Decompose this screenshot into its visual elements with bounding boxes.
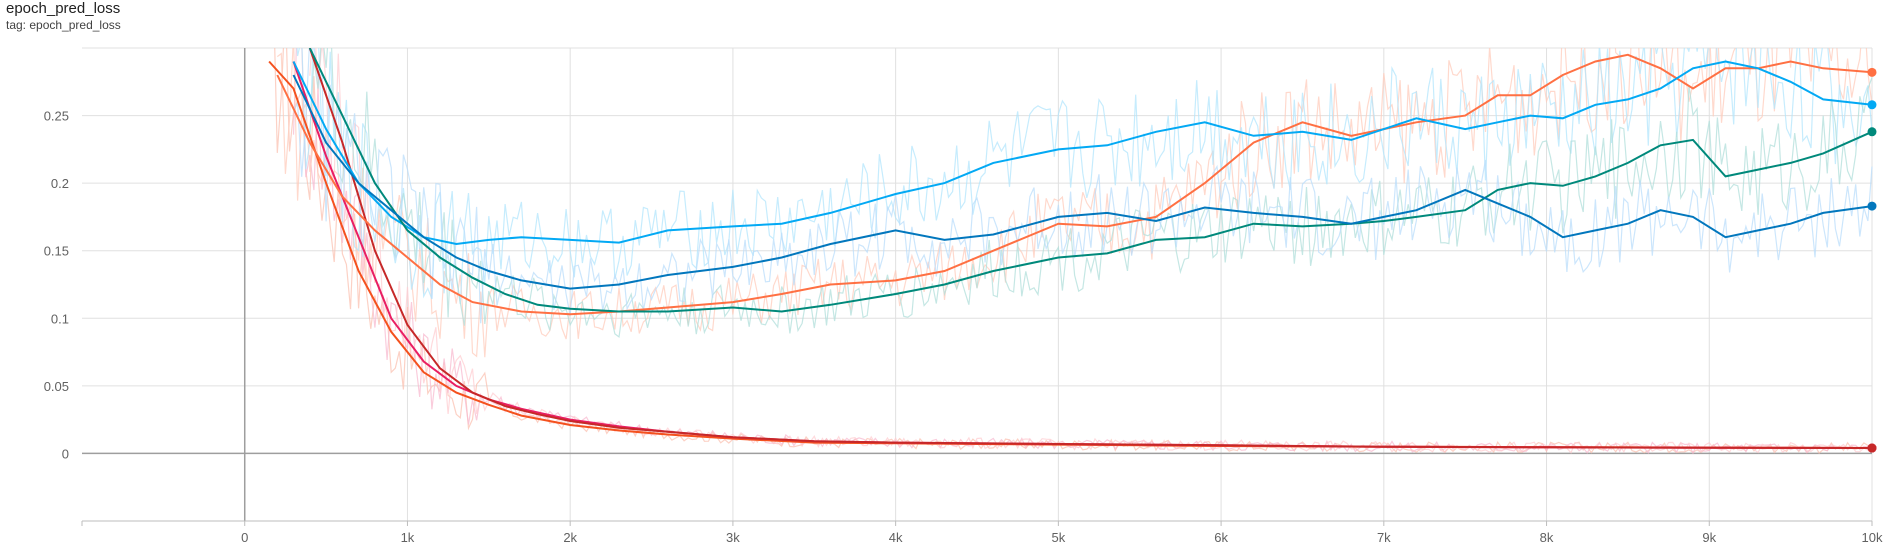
x-tick-label: 10k: [1862, 530, 1883, 545]
x-tick-label: 1k: [401, 530, 415, 545]
raw-series-line: [292, 48, 1873, 455]
x-tick-label: 9k: [1702, 530, 1716, 545]
x-tick-label: 4k: [889, 530, 903, 545]
series-line: [308, 48, 1873, 449]
series-endpoint: [1867, 67, 1877, 77]
series-line: [276, 53, 1873, 316]
series-line: [268, 60, 1873, 449]
raw-series-line: [309, 48, 1873, 454]
series-endpoint: [1867, 443, 1877, 453]
series-line: [292, 74, 1873, 290]
chart-tag: tag: epoch_pred_loss: [6, 18, 121, 32]
y-tick-label: 0.25: [44, 109, 69, 124]
raw-series-line: [276, 48, 1873, 358]
x-tick-label: 7k: [1377, 530, 1391, 545]
y-tick-label: 0.2: [51, 176, 69, 191]
y-tick-label: 0.05: [44, 379, 69, 394]
chart-title: epoch_pred_loss: [6, 0, 121, 17]
y-tick-label: 0.1: [51, 311, 69, 326]
series-line: [292, 60, 1873, 246]
x-tick-label: 8k: [1540, 530, 1554, 545]
series-line: [308, 48, 1873, 313]
series-endpoint: [1867, 127, 1877, 137]
y-tick-label: 0.15: [44, 244, 69, 259]
raw-series-line: [274, 48, 1873, 455]
x-tick-label: 2k: [563, 530, 577, 545]
raw-series-line: [292, 48, 1873, 324]
raw-series-line: [309, 48, 1873, 338]
y-tick-label: 0: [62, 446, 69, 461]
series-endpoint: [1867, 100, 1877, 110]
x-tick-label: 5k: [1051, 530, 1065, 545]
x-tick-label: 6k: [1214, 530, 1228, 545]
series-endpoint: [1867, 201, 1877, 211]
x-tick-label: 0: [241, 530, 248, 545]
raw-series-line: [296, 48, 1873, 305]
x-tick-label: 3k: [726, 530, 740, 545]
